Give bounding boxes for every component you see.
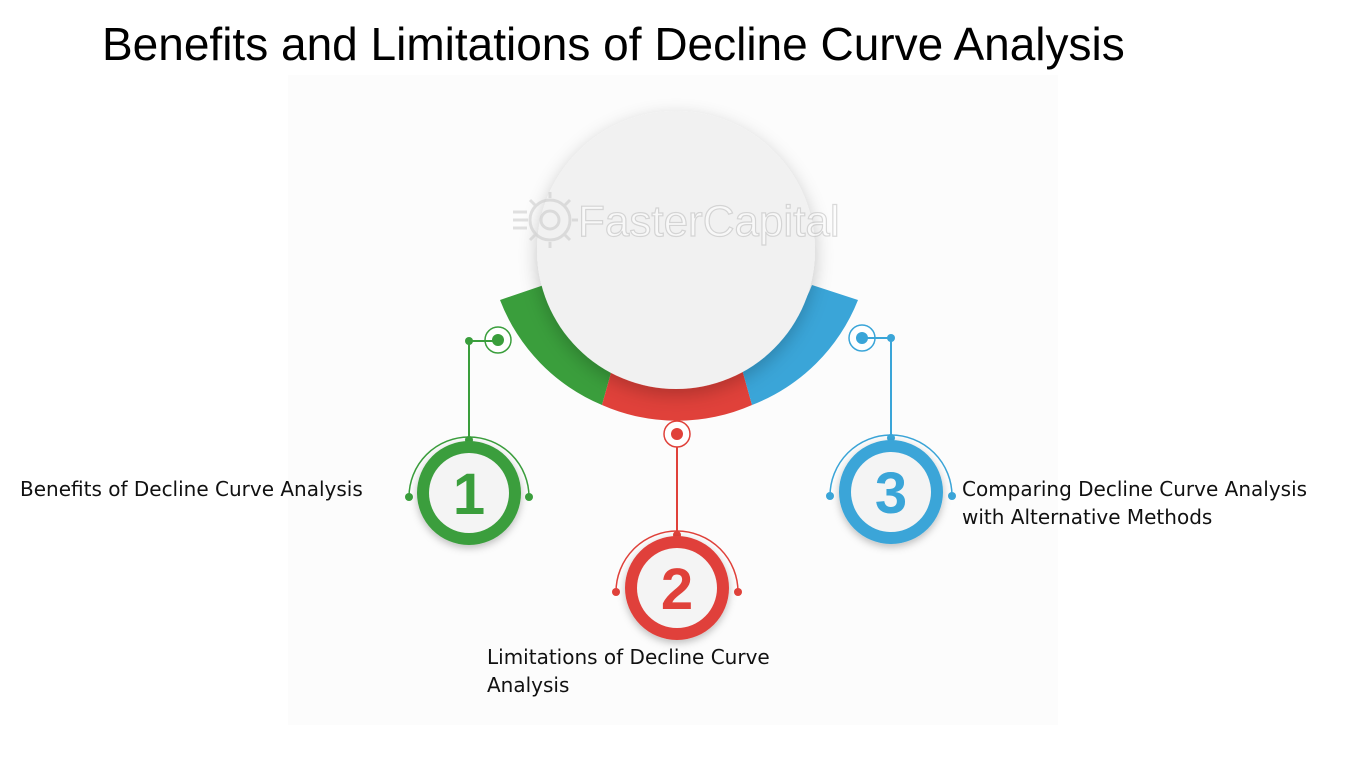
badge-2-outer-arc: [615, 530, 739, 593]
step-1-group: 1: [405, 326, 533, 545]
watermark-text: FasterCapital: [578, 197, 840, 246]
arc-segment-blue: [740, 285, 858, 405]
arc-segment-green: [500, 285, 614, 405]
badge-1-inner: [429, 453, 509, 533]
slide-title: Benefits and Limitations of Decline Curv…: [102, 18, 1125, 70]
badge-2-right-dot: [734, 588, 742, 596]
step-2-group: 2: [612, 420, 742, 640]
badge-1-number: 1: [453, 462, 485, 527]
badge-3-number: 3: [875, 461, 907, 526]
badge-3-left-dot: [826, 492, 834, 500]
step-3-label: Comparing Decline Curve Analysis with Al…: [962, 477, 1308, 529]
badge-3-inner: [851, 452, 931, 532]
badge-2-number: 2: [661, 557, 693, 622]
badge-1-right-dot: [525, 493, 533, 501]
step-3-group: 3: [826, 324, 956, 544]
connector-3-node-bottom: [887, 434, 895, 442]
badge-1-left-dot: [405, 493, 413, 501]
connector-2-dot: [671, 428, 683, 440]
badge-2-inner: [637, 548, 717, 628]
badge-1-outer-arc: [408, 436, 530, 498]
badge-2-left-dot: [612, 588, 620, 596]
gear-icon: [513, 192, 578, 248]
step-2-label: Limitations of Decline Curve Analysis: [487, 645, 770, 697]
central-hub-circle: [537, 111, 815, 389]
step-1-label: Benefits of Decline Curve Analysis: [20, 477, 363, 501]
watermark-logo: FasterCapital: [513, 192, 840, 248]
badge-3-right-dot: [948, 492, 956, 500]
badge-3-outer-arc: [829, 434, 953, 497]
